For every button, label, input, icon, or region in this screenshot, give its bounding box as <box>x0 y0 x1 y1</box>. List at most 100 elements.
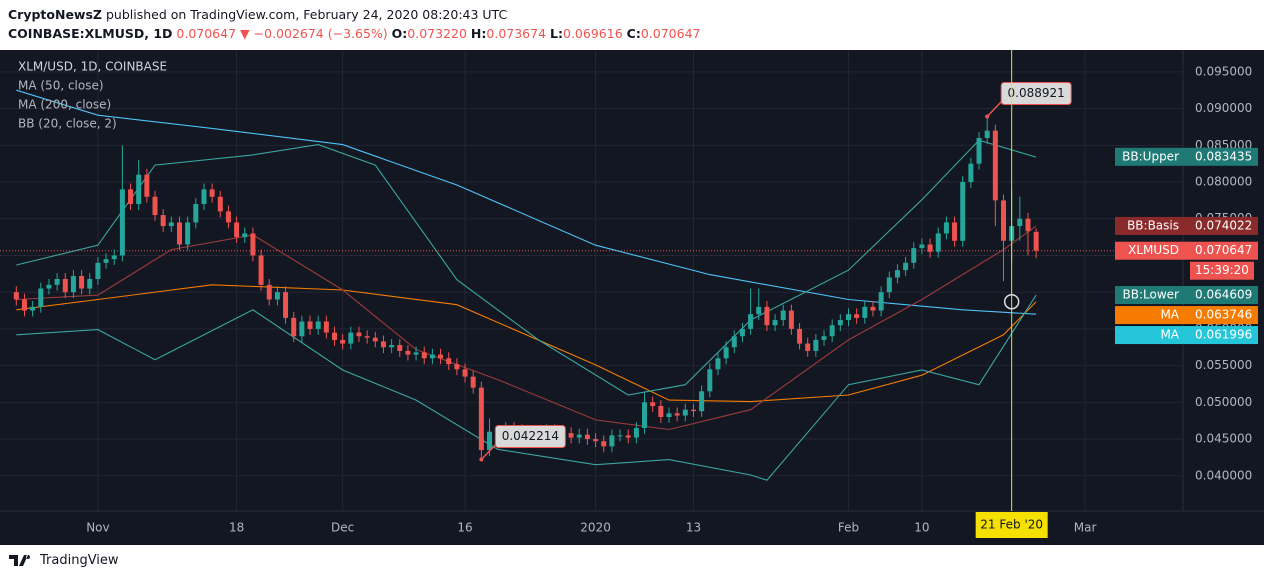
price-label-box <box>1115 216 1258 235</box>
candle-body <box>283 292 289 318</box>
candle-body <box>62 278 68 293</box>
annotation-point <box>985 114 990 119</box>
candle-body <box>176 222 182 245</box>
low: 0.069616 <box>563 26 623 41</box>
candle-body <box>854 314 860 318</box>
indicator-line <box>16 89 1037 315</box>
price-label-name: MA <box>1160 328 1179 342</box>
candle-body <box>976 137 982 164</box>
high: 0.073674 <box>486 26 547 41</box>
candle-body <box>952 222 958 241</box>
arrow: ▼ <box>240 26 250 41</box>
candle-body <box>707 369 713 392</box>
candle-body <box>168 222 174 227</box>
price-label-value: 0.063746 <box>1195 308 1252 322</box>
candle-body <box>438 354 444 359</box>
candle-body <box>258 255 264 285</box>
candle-body <box>1017 218 1023 227</box>
y-tick-label: 0.090000 <box>1195 101 1252 115</box>
last: 0.070647 <box>176 26 237 41</box>
price-label-name: XLMUSD <box>1128 243 1179 257</box>
change: −0.002674 (−3.65%) <box>253 26 388 41</box>
candle-body <box>95 262 101 279</box>
indicator-line <box>16 139 1037 396</box>
candle-body <box>911 248 917 263</box>
candle-body <box>658 405 664 418</box>
symbol: COINBASE:XLMUSD, 1D <box>8 26 173 41</box>
candle-body <box>813 339 819 351</box>
candle-body <box>731 336 737 348</box>
candle-body <box>576 434 582 438</box>
header-line-2: COINBASE:XLMUSD, 1D 0.070647 ▼ −0.002674… <box>8 24 700 43</box>
candle-body <box>144 174 150 197</box>
candle-body <box>405 350 411 355</box>
candle-body <box>829 325 835 337</box>
candle-body <box>764 306 770 326</box>
candle-body <box>340 339 346 344</box>
y-tick-label: 0.055000 <box>1195 358 1252 372</box>
candle-body <box>429 354 435 359</box>
candle-body <box>315 321 321 329</box>
close: 0.070647 <box>640 26 701 41</box>
chart: 0.0400000.0450000.0500000.0550000.060000… <box>0 50 1264 545</box>
candle-body <box>756 306 762 315</box>
x-tick-label: 10 <box>914 521 929 535</box>
candle-body <box>699 391 705 412</box>
candle-body <box>332 332 338 340</box>
candle-body <box>690 409 696 412</box>
candle-body <box>674 413 680 416</box>
header-line-1: CryptoNewsZ published on TradingView.com… <box>8 5 700 24</box>
candle-body <box>960 182 966 241</box>
candle-body <box>625 435 631 438</box>
candle-body <box>862 306 868 318</box>
candle-body <box>348 332 354 344</box>
price-label-name: MA <box>1160 308 1179 322</box>
candle-body <box>103 259 109 263</box>
crosshair-date-box <box>975 512 1048 538</box>
countdown-box <box>1190 261 1254 280</box>
candle-body <box>723 347 729 359</box>
price-label-box <box>1115 286 1258 305</box>
y-tick-label: 0.045000 <box>1195 432 1252 446</box>
candle-body <box>291 317 297 337</box>
x-tick-label: Mar <box>1074 521 1097 535</box>
candle-body <box>201 189 207 205</box>
y-tick-label: 0.050000 <box>1195 395 1252 409</box>
candle-body <box>462 369 468 377</box>
candle-body <box>266 284 272 300</box>
candle-body <box>943 222 949 234</box>
candle-body <box>128 189 134 205</box>
brand: TradingView <box>40 552 119 568</box>
candle-body <box>111 255 117 260</box>
candle-body <box>487 431 493 451</box>
candle-body <box>584 434 590 440</box>
x-tick-label: Feb <box>838 521 859 535</box>
o-label: O: <box>391 26 408 41</box>
header: CryptoNewsZ published on TradingView.com… <box>8 5 700 43</box>
candle-body <box>821 336 827 340</box>
x-tick-label: 2020 <box>580 521 611 535</box>
background <box>0 50 1264 545</box>
candle-body <box>666 413 672 418</box>
candle-body <box>446 358 452 365</box>
price-label-box <box>1115 326 1258 345</box>
candle-body <box>927 244 933 252</box>
candle-body <box>984 130 990 138</box>
crosshair-date: 21 Feb '20 <box>980 518 1043 532</box>
indicator-line <box>16 284 1037 403</box>
candle-body <box>788 310 794 329</box>
price-label-name: BB:Upper <box>1122 149 1179 163</box>
candle-body <box>364 336 370 338</box>
candle-body <box>209 189 215 197</box>
candle-body <box>70 276 76 293</box>
candle-body <box>160 215 166 227</box>
candle-body <box>968 163 974 183</box>
candle-body <box>193 204 199 223</box>
annotation-box <box>1000 82 1072 106</box>
candle-body <box>389 345 395 348</box>
open: 0.073220 <box>407 26 467 41</box>
x-tick-label: Nov <box>86 521 109 535</box>
h-label: H: <box>470 26 487 41</box>
candle-body <box>593 439 599 442</box>
